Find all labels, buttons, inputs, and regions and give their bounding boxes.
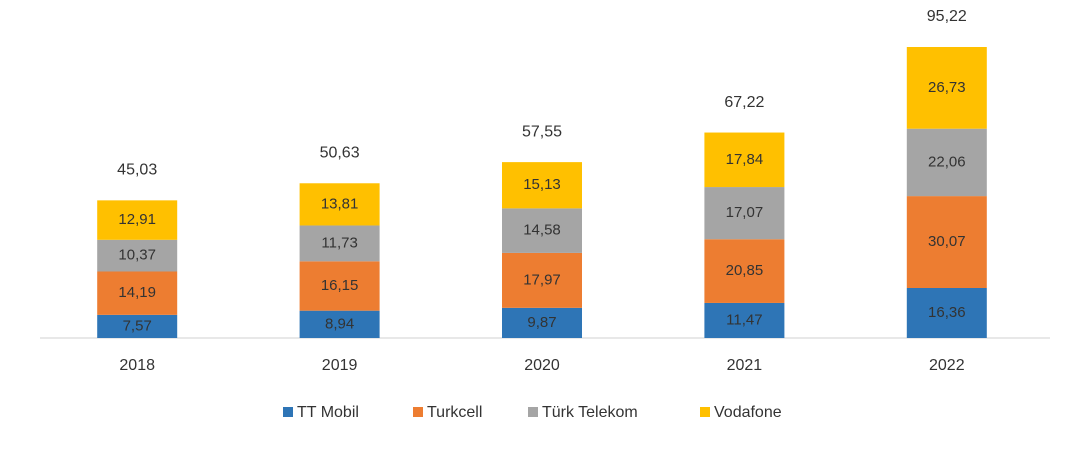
bar-segment bbox=[906, 288, 987, 338]
total-label: 50,63 bbox=[320, 144, 360, 161]
x-tick-label: 2021 bbox=[727, 357, 763, 374]
bar-segment bbox=[906, 196, 987, 289]
bar-segment bbox=[502, 307, 582, 338]
data-label: 8,94 bbox=[325, 315, 354, 332]
total-label: 45,03 bbox=[117, 162, 157, 179]
legend-label: TT Mobil bbox=[297, 404, 359, 421]
legend-label: Türk Telekom bbox=[542, 404, 638, 421]
bar-segment bbox=[97, 271, 178, 315]
bar-segment bbox=[502, 162, 582, 209]
data-label: 11,73 bbox=[321, 234, 357, 251]
data-label: 10,37 bbox=[118, 247, 156, 264]
data-label: 26,73 bbox=[928, 79, 966, 96]
data-label: 16,15 bbox=[321, 277, 359, 294]
data-label: 17,84 bbox=[726, 151, 764, 168]
data-label: 13,81 bbox=[321, 195, 359, 212]
bar-segment bbox=[299, 183, 380, 226]
x-tick-label: 2022 bbox=[929, 357, 965, 374]
legend-swatch bbox=[528, 407, 538, 417]
legend-label: Turkcell bbox=[427, 404, 482, 421]
data-label: 12,91 bbox=[118, 211, 156, 228]
bar-segment bbox=[704, 132, 785, 188]
total-label: 57,55 bbox=[522, 123, 562, 140]
data-label: 7,57 bbox=[123, 317, 152, 334]
x-tick-label: 2018 bbox=[119, 357, 155, 374]
x-tick-label: 2020 bbox=[524, 357, 560, 374]
data-label: 20,85 bbox=[726, 262, 764, 279]
legend-swatch bbox=[283, 407, 293, 417]
bar-segment bbox=[704, 187, 785, 240]
bar-segment bbox=[704, 302, 785, 338]
bar-segment bbox=[299, 225, 380, 262]
bar-segment bbox=[906, 128, 987, 197]
legend-label: Vodafone bbox=[714, 404, 782, 421]
data-label: 16,36 bbox=[928, 304, 966, 321]
x-tick-label: 2019 bbox=[322, 357, 358, 374]
bar-segment bbox=[704, 239, 785, 303]
legend-swatch bbox=[700, 407, 710, 417]
total-label: 67,22 bbox=[724, 94, 764, 111]
data-label: 11,47 bbox=[726, 311, 762, 328]
data-label: 14,58 bbox=[523, 222, 561, 239]
total-label: 95,22 bbox=[927, 8, 967, 25]
data-label: 22,06 bbox=[928, 153, 966, 170]
bar-segment bbox=[502, 252, 582, 308]
bar-segment bbox=[97, 200, 178, 240]
data-label: 17,07 bbox=[726, 204, 764, 221]
bar-segment bbox=[97, 239, 178, 272]
legend-swatch bbox=[413, 407, 423, 417]
bar-segment bbox=[502, 208, 582, 253]
data-label: 17,97 bbox=[523, 271, 561, 288]
bar-segment bbox=[906, 47, 987, 129]
bar-segment bbox=[97, 314, 178, 338]
data-label: 15,13 bbox=[523, 176, 561, 193]
data-label: 9,87 bbox=[527, 314, 556, 331]
data-label: 30,07 bbox=[928, 233, 966, 250]
data-label: 14,19 bbox=[118, 284, 156, 301]
bar-segment bbox=[299, 261, 380, 311]
bar-segment bbox=[299, 310, 380, 338]
